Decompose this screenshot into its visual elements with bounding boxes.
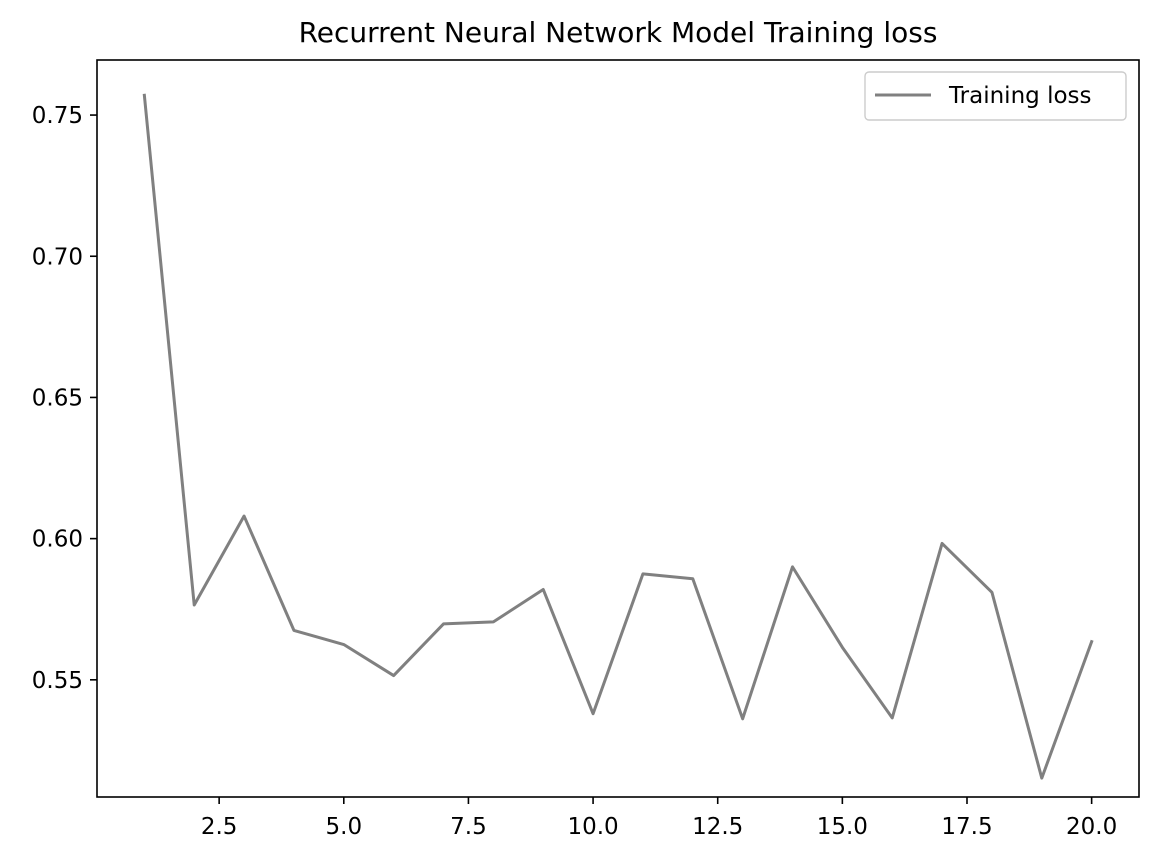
x-tick-label: 12.5	[692, 814, 743, 840]
legend-box	[864, 71, 1127, 121]
legend: Training loss	[864, 71, 1127, 121]
series-layer	[142, 93, 1094, 780]
series-line	[142, 93, 1094, 780]
x-axis: 2.5 5.0 7.5 10.0 12.5 15.0 17.5 20.0	[201, 797, 1117, 840]
chart-title: Recurrent Neural Network Model Training …	[299, 16, 938, 49]
y-tick-label: 0.75	[32, 103, 83, 129]
y-tick-label: 0.70	[32, 244, 83, 270]
x-tick-label: 10.0	[567, 814, 618, 840]
axes-frame	[96, 59, 1140, 798]
x-tick-label: 2.5	[201, 814, 238, 840]
y-tick-label: 0.55	[32, 668, 83, 694]
x-tick-label: 5.0	[326, 814, 363, 840]
plot-area	[96, 59, 1140, 798]
x-tick-label: 17.5	[941, 814, 992, 840]
y-axis: 0.55 0.60 0.65 0.70 0.75	[32, 103, 97, 694]
y-tick-label: 0.60	[32, 527, 83, 553]
x-tick-label: 15.0	[817, 814, 868, 840]
legend-label: Training loss	[948, 83, 1092, 109]
x-tick-label: 7.5	[450, 814, 487, 840]
y-tick-label: 0.65	[32, 385, 83, 411]
x-tick-label: 20.0	[1066, 814, 1117, 840]
